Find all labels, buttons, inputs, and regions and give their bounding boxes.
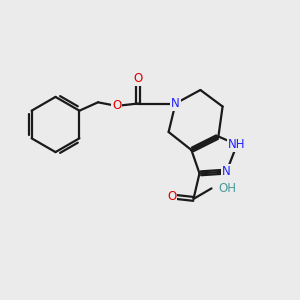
Text: O: O <box>112 99 121 112</box>
Text: O: O <box>134 72 143 86</box>
Text: N: N <box>222 165 231 178</box>
Text: N: N <box>171 97 180 110</box>
Text: OH: OH <box>218 182 236 195</box>
Text: NH: NH <box>228 138 246 151</box>
Text: O: O <box>167 190 176 203</box>
